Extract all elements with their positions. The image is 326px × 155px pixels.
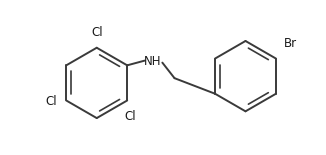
Text: Cl: Cl [125, 110, 136, 123]
Text: NH: NH [144, 55, 162, 68]
Text: Br: Br [284, 37, 297, 50]
Text: Cl: Cl [46, 95, 57, 108]
Text: Cl: Cl [91, 26, 103, 39]
